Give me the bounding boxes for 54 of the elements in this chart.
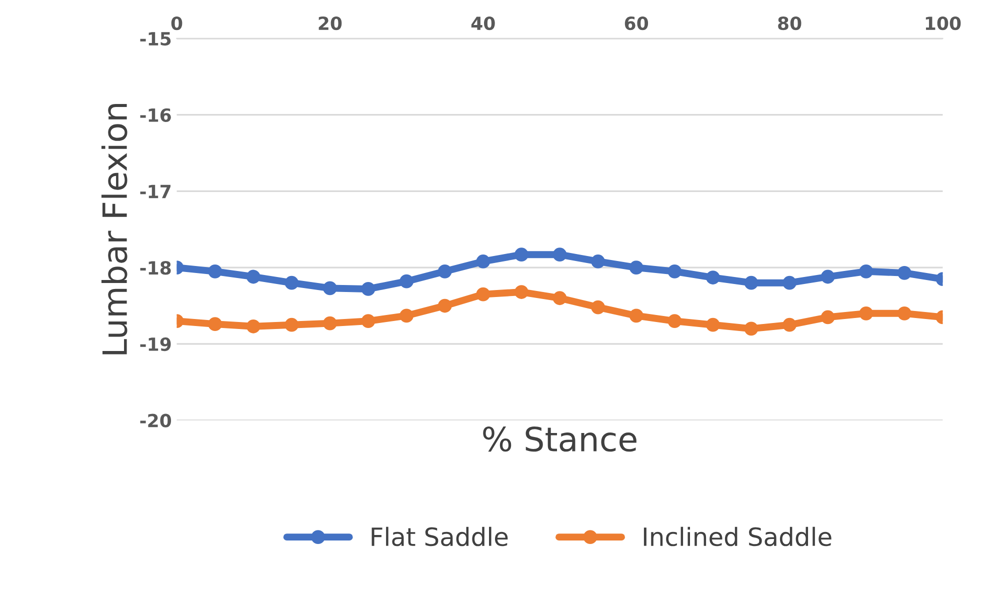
y-tick-label: -20 (140, 414, 172, 428)
point (820, 270, 835, 284)
point (400, 308, 414, 323)
point (859, 306, 874, 320)
point (361, 314, 376, 328)
point (438, 264, 452, 278)
point (208, 264, 222, 278)
point (284, 318, 299, 332)
point (782, 276, 796, 290)
point (514, 285, 528, 299)
point (552, 291, 567, 306)
x-tick-label: 100 (926, 16, 961, 30)
y-axis-title: Lumbar Flexion (101, 104, 128, 354)
point (782, 318, 796, 332)
point (744, 322, 758, 336)
point (284, 276, 299, 290)
x-tick-label: 60 (624, 16, 648, 30)
legend-label: Flat Saddle (372, 526, 508, 546)
point (820, 310, 835, 324)
point (668, 264, 682, 278)
point (361, 282, 376, 296)
point (400, 274, 414, 288)
point (591, 254, 605, 268)
point (476, 287, 490, 302)
x-tick-label: 40 (471, 16, 495, 30)
x-tick-label: 80 (778, 16, 802, 30)
point (706, 318, 720, 332)
y-tick-label: -17 (140, 184, 170, 198)
x-tick-label: 0 (171, 16, 182, 30)
point (476, 254, 490, 268)
point (629, 308, 644, 323)
y-tick-label: -18 (140, 261, 171, 275)
legend-label: Inclined Saddle (644, 526, 832, 546)
x-axis-title: % Stance (483, 426, 636, 452)
point (591, 300, 605, 314)
y-tick-label: -15 (140, 32, 171, 46)
point (706, 270, 720, 284)
point (629, 260, 644, 275)
point (208, 317, 222, 332)
point (438, 298, 452, 313)
point (552, 248, 567, 262)
y-tick-label: -16 (140, 108, 171, 122)
point (668, 314, 682, 328)
point (859, 264, 874, 278)
point (897, 306, 912, 320)
y-tick-label: -19 (140, 337, 171, 352)
point (744, 276, 758, 290)
point (897, 266, 912, 280)
x-tick-label: 20 (318, 16, 342, 30)
point (323, 281, 337, 296)
point (323, 316, 337, 330)
point (246, 319, 260, 334)
point (514, 248, 528, 262)
point (246, 270, 260, 284)
